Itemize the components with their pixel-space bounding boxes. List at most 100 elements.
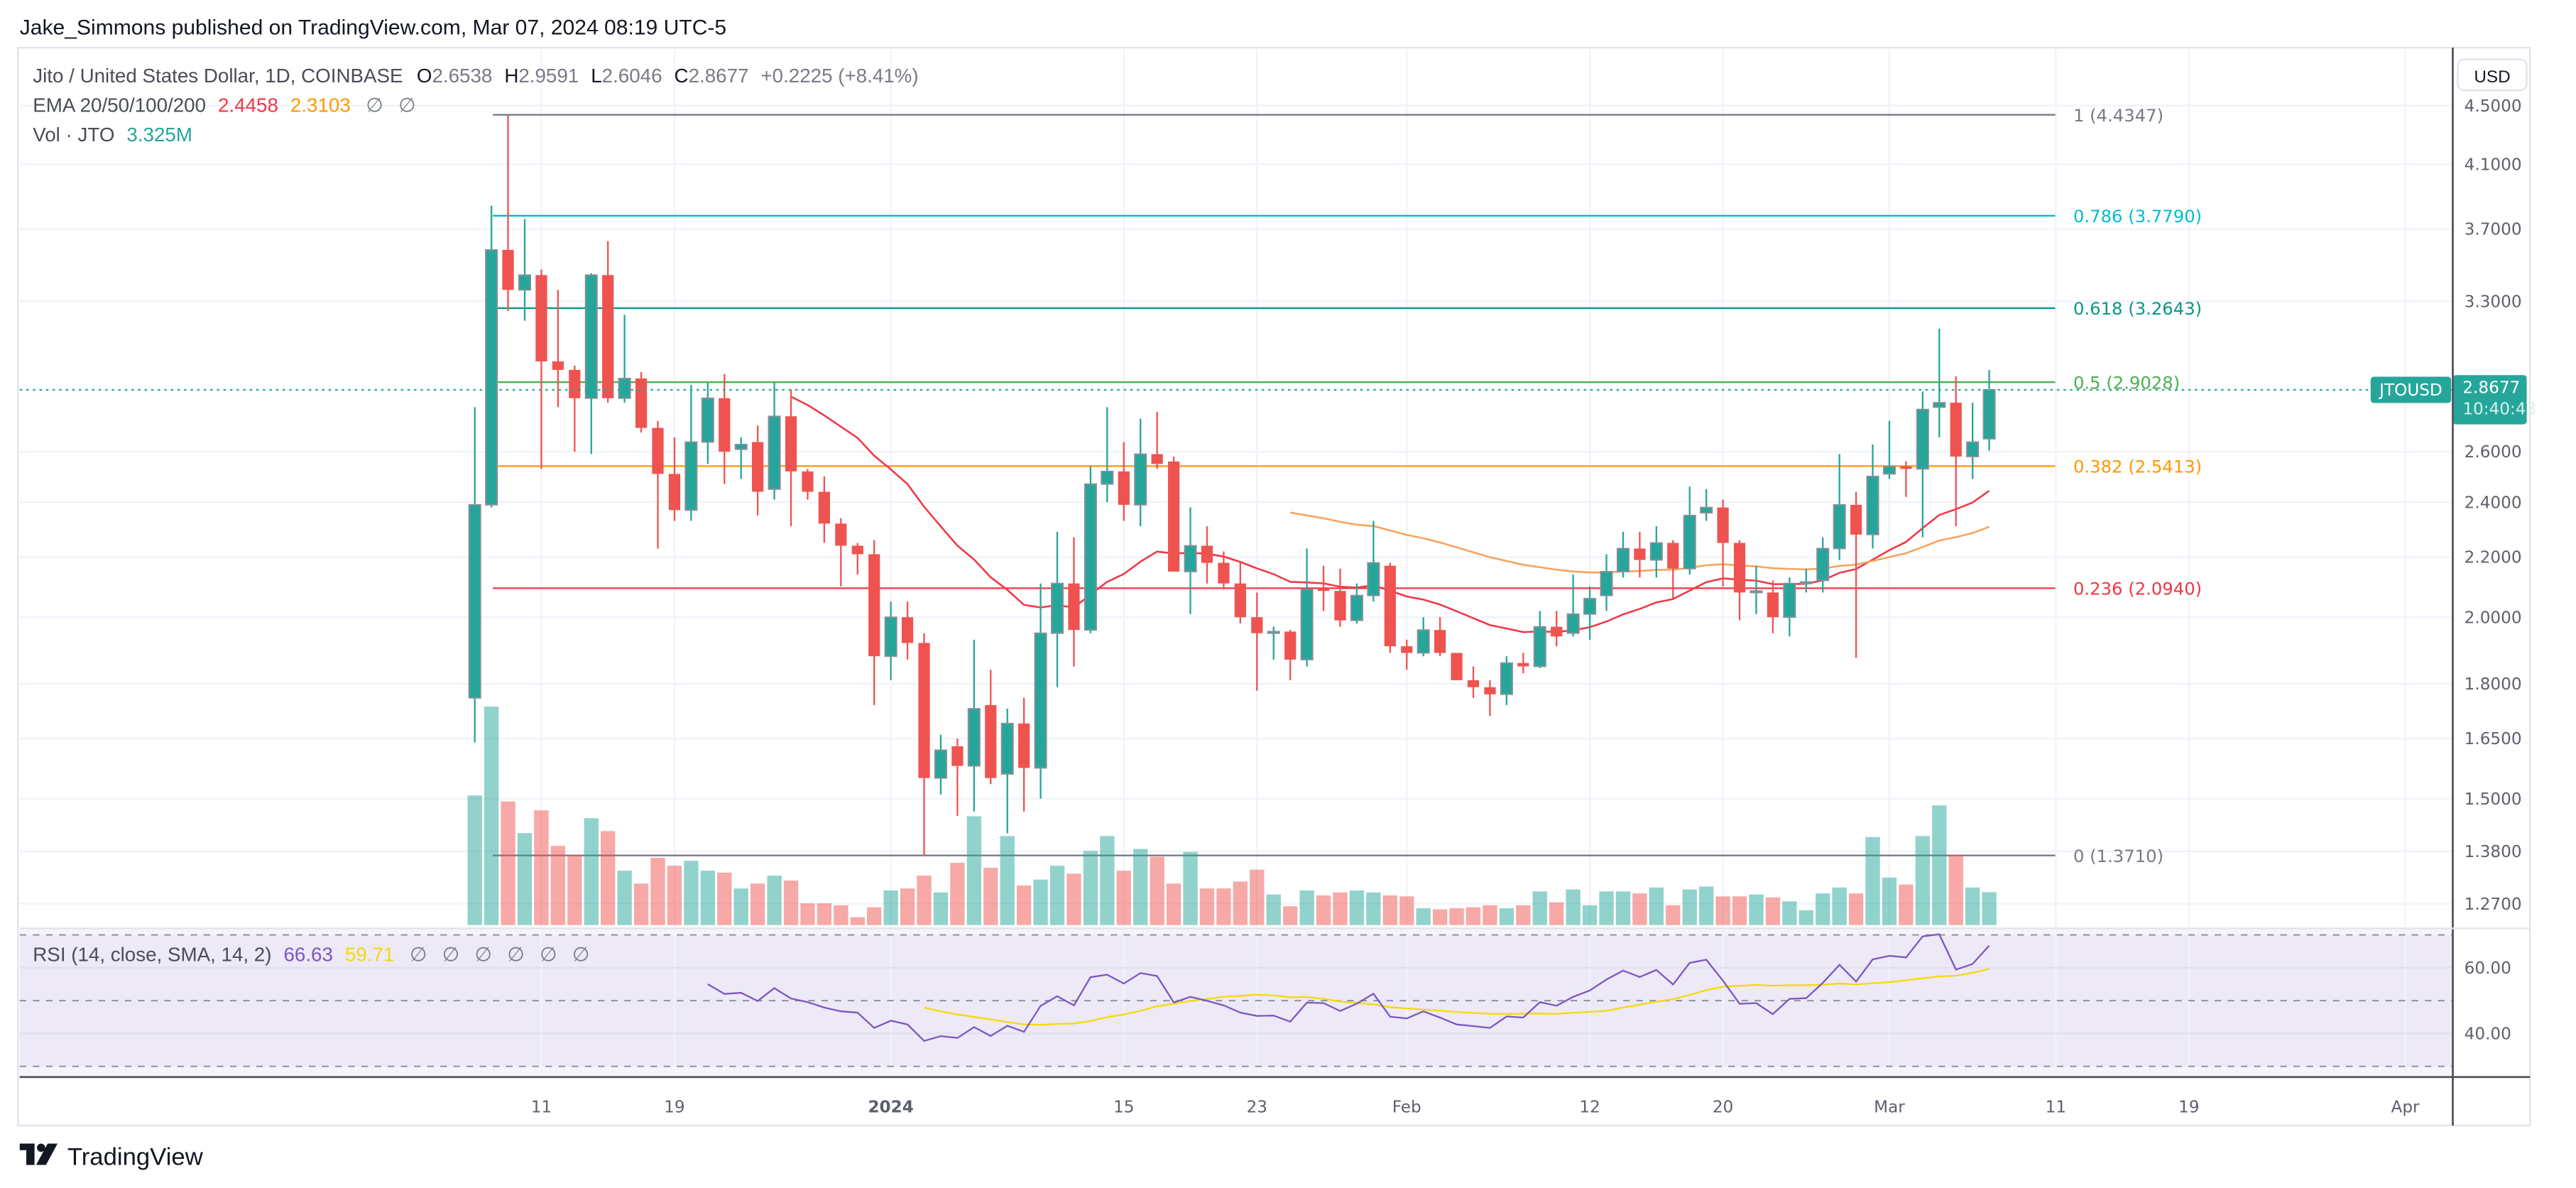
volume-bar <box>1848 893 1864 925</box>
volume-bar <box>1799 910 1813 925</box>
volume-bar <box>550 846 566 925</box>
volume-bar <box>1299 890 1314 925</box>
candle-body <box>752 442 764 492</box>
candle-body <box>1600 571 1613 596</box>
volume-bar <box>1366 892 1381 925</box>
fib-retracement[interactable]: 1 (4.4347) 0.786 (3.7790) 0.618 (3.2643) 0.… <box>493 105 2202 866</box>
currency-label: USD <box>2474 67 2510 87</box>
volume-bar <box>1116 871 1131 925</box>
volume-bar <box>867 907 882 925</box>
candle-body <box>1982 389 1996 440</box>
volume-bar <box>1066 873 1081 925</box>
bar-countdown: 10:40:43 <box>2462 400 2536 419</box>
volume-bar <box>750 883 765 925</box>
candle-body <box>1799 581 1813 584</box>
change-value: +0.2225 (+8.41%) <box>760 65 918 87</box>
rsi-axis[interactable]: 60.00 40.00 <box>2465 959 2511 1044</box>
candle-body <box>552 361 564 370</box>
candle-body <box>535 275 547 361</box>
candle-body <box>851 545 863 555</box>
candle-body <box>1667 543 1679 569</box>
volume-bar <box>1782 901 1797 925</box>
rsi-lines <box>707 933 1990 1042</box>
candle-body <box>934 749 947 779</box>
candle-body <box>985 704 997 778</box>
price-tick-label: 2.6000 <box>2465 443 2522 462</box>
candle-body <box>1733 543 1746 593</box>
rsi-empty-value: ∅ <box>442 944 459 966</box>
volume-bar <box>1266 894 1281 925</box>
currency-button[interactable]: USD <box>2457 58 2528 92</box>
ema200-value: ∅ <box>398 94 415 116</box>
candle-body <box>1833 503 1846 550</box>
volume-bar <box>950 862 965 925</box>
volume-bar <box>1083 851 1098 925</box>
candle-body <box>1317 588 1330 592</box>
volume-bar <box>501 801 515 925</box>
price-tick-label: 3.3000 <box>2465 293 2522 311</box>
candle-body <box>1783 582 1796 618</box>
candle-body <box>1500 662 1513 695</box>
candle-body <box>1866 476 1879 535</box>
candle-body <box>1634 548 1646 560</box>
volume-bar <box>1615 891 1631 925</box>
volume-bar <box>1233 881 1248 925</box>
candle-body <box>1566 613 1580 634</box>
candle-body <box>1234 583 1246 618</box>
volume-bar <box>1649 887 1664 925</box>
candle-body <box>1551 626 1563 637</box>
time-tick-label: Feb <box>1392 1098 1421 1116</box>
volume-bar <box>1199 888 1215 925</box>
candle-body <box>918 643 930 778</box>
candle-body <box>1034 632 1047 769</box>
candle-body <box>868 554 880 657</box>
volume-bar <box>1599 891 1614 925</box>
volume-bar <box>733 888 748 925</box>
volume-legend[interactable]: Vol · JTO 3.325M <box>33 124 192 146</box>
candle-body <box>1616 547 1630 572</box>
tradingview-logo-icon <box>19 1143 58 1165</box>
candle-body <box>785 416 797 472</box>
fib-level-label: 0.236 (2.0940) <box>2073 579 2202 599</box>
candle-body <box>1184 545 1197 572</box>
tradingview-logo[interactable]: TradingView <box>19 1143 204 1171</box>
volume-bar <box>1449 908 1464 925</box>
candle-body <box>1717 507 1729 543</box>
last-price-box <box>2452 375 2527 425</box>
price-tick-label: 1.8000 <box>2465 675 2522 694</box>
volume-bar <box>1466 907 1481 925</box>
price-tick-label: 1.2700 <box>2465 895 2522 914</box>
low-label: L <box>591 65 601 87</box>
time-tick-label: 11 <box>531 1098 552 1116</box>
volume-bar <box>1682 889 1697 925</box>
volume-bar <box>1965 887 1980 925</box>
rsi-legend[interactable]: RSI (14, close, SMA, 14, 2) 66.63 59.71 … <box>33 944 589 966</box>
rsi-line <box>707 933 1990 1042</box>
time-tick-label: 20 <box>1713 1098 1733 1116</box>
candle-body <box>1649 542 1663 561</box>
low-value: 2.6046 <box>602 65 662 87</box>
volume-bar <box>1915 836 1931 925</box>
candle-body <box>618 378 631 399</box>
candle-body <box>1950 403 1962 457</box>
price-axis[interactable]: 4.5000 4.1000 3.7000 3.3000 2.6000 2.4000 2.20… <box>2465 97 2522 914</box>
volume-bar <box>484 706 499 925</box>
candle-body <box>1284 631 1297 660</box>
volume-bar <box>1666 905 1681 925</box>
volume-value: 3.325M <box>126 124 192 146</box>
candle-body <box>835 523 847 546</box>
ema-legend[interactable]: EMA 20/50/100/200 2.4458 2.3103 ∅ ∅ <box>33 94 415 116</box>
volume-bar <box>1516 905 1531 925</box>
symbol-label-box <box>2370 376 2452 403</box>
time-axis[interactable]: 11 19 2024 15 23 Feb 12 20 Mar 11 19 Apr <box>531 1098 2420 1116</box>
volume-bar <box>1632 893 1647 925</box>
symbol-legend[interactable]: Jito / United States Dollar, 1D, COINBAS… <box>33 65 918 87</box>
candle-body <box>1434 630 1446 653</box>
candle-body <box>518 274 532 291</box>
volume-bar <box>1416 908 1431 925</box>
candle-body <box>734 443 748 450</box>
candle-body <box>1933 402 1946 408</box>
rsi-empty-value: ∅ <box>507 944 524 966</box>
candle-body <box>701 397 714 443</box>
